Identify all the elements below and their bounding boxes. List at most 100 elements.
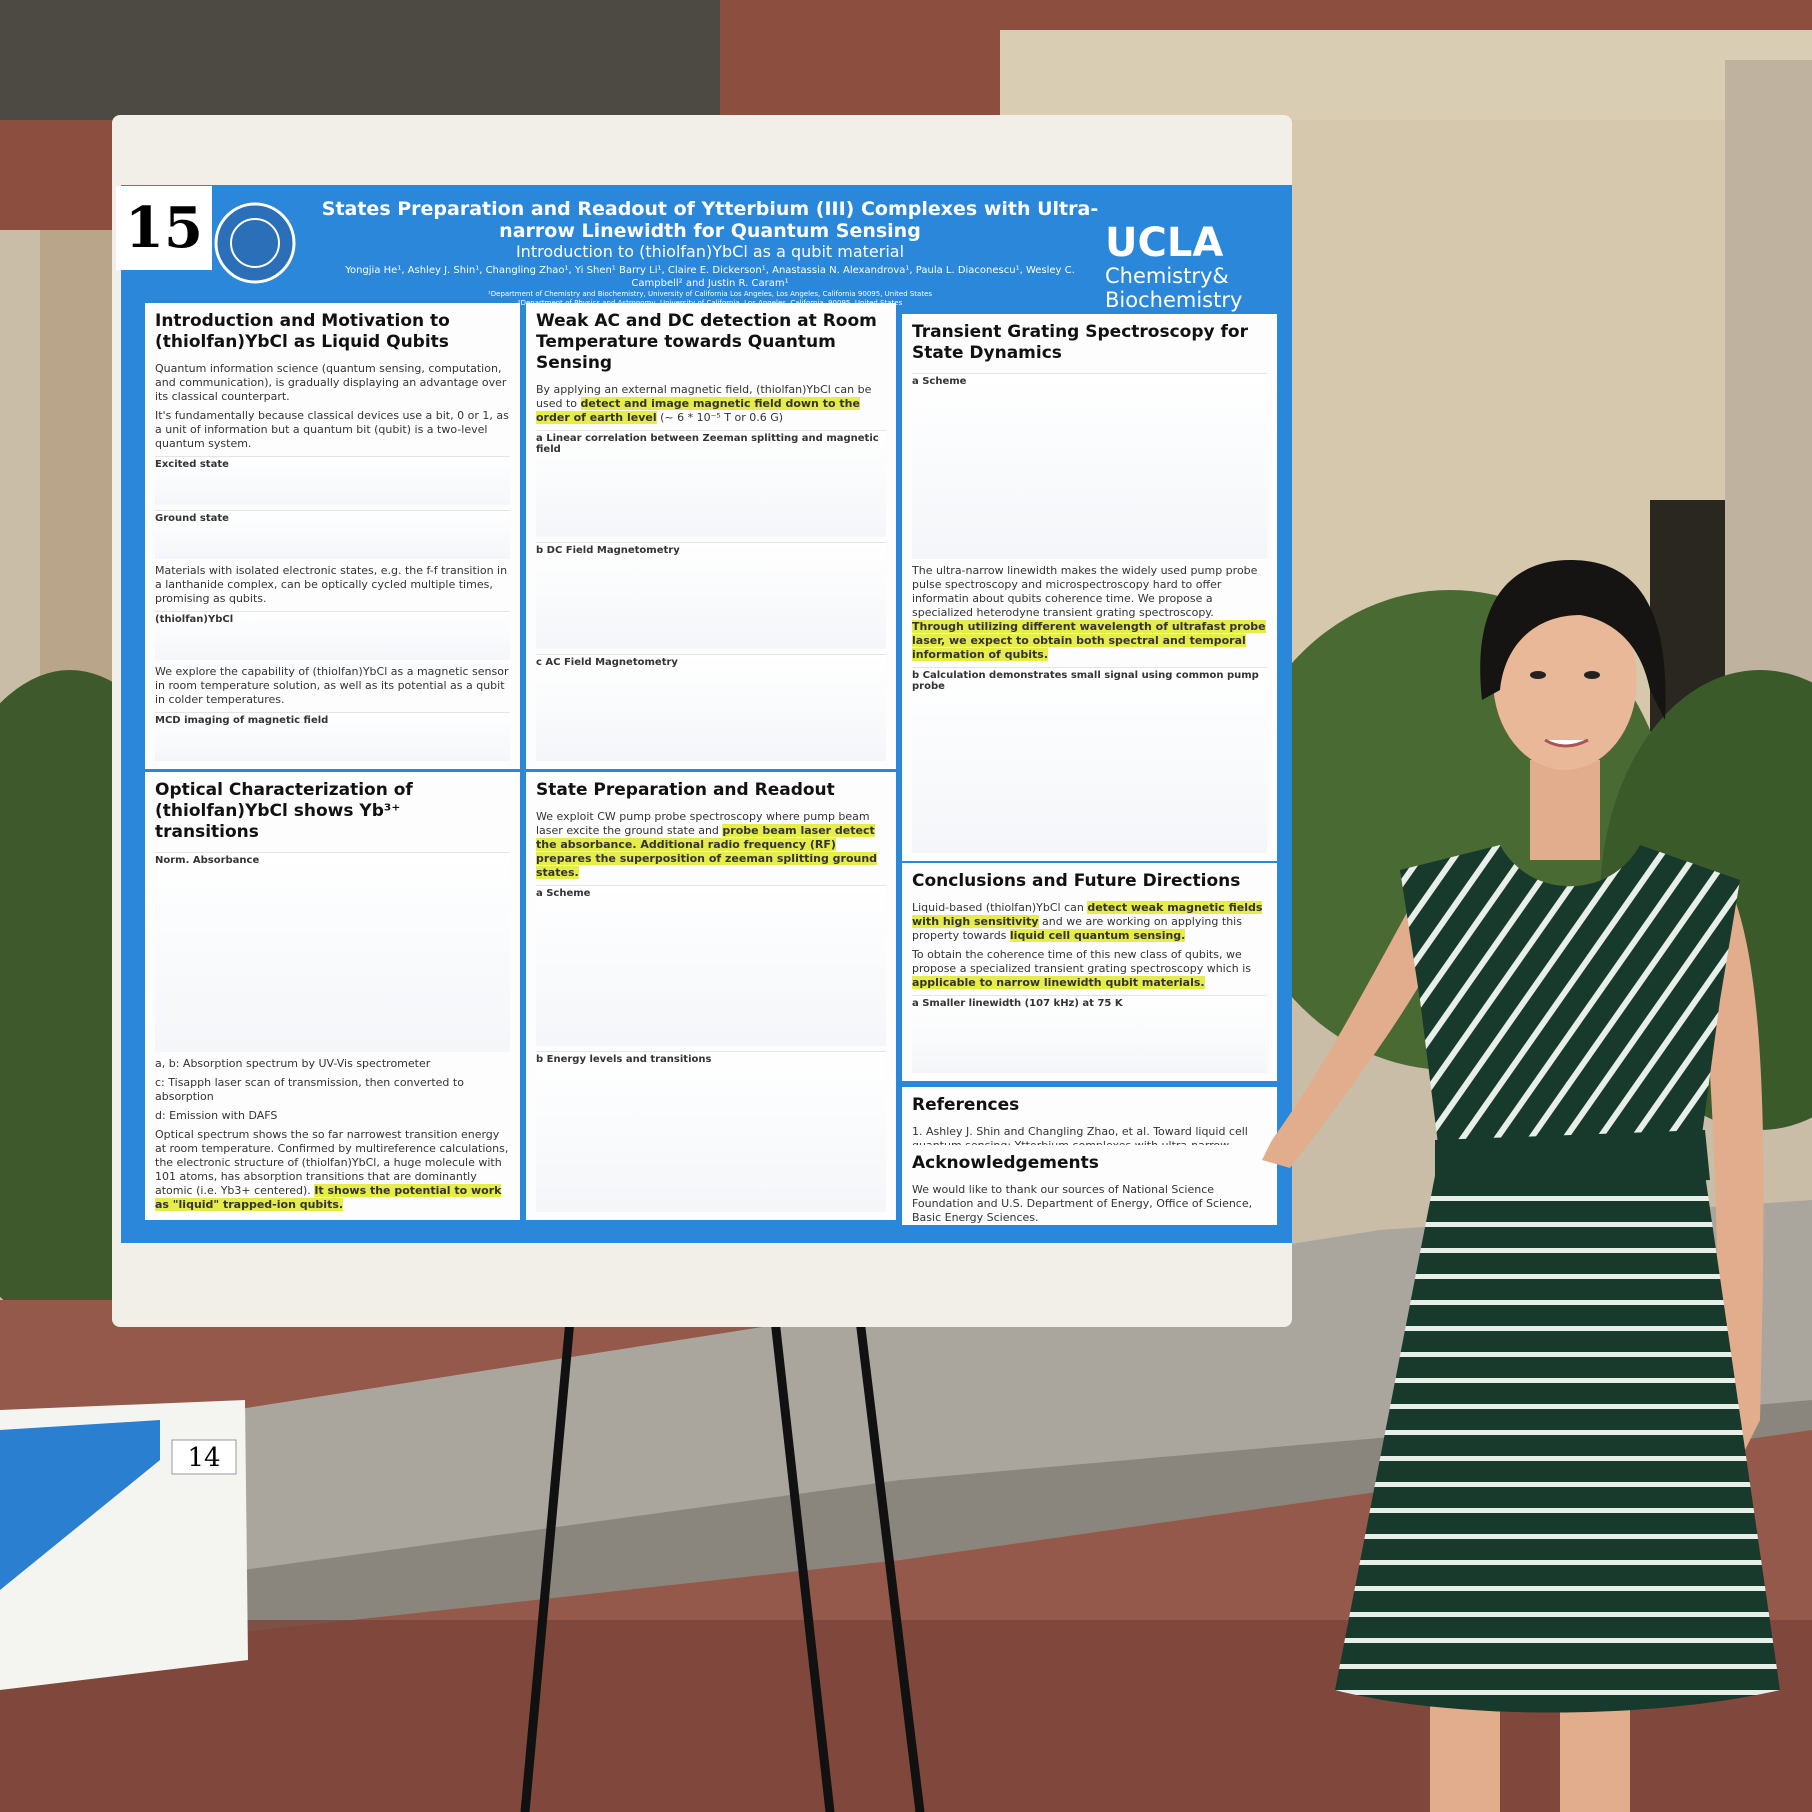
seal-ring (214, 202, 296, 284)
paragraph: d: Emission with DAFS (155, 1109, 510, 1123)
text-run: Liquid-based (thiolfan)YbCl can (912, 901, 1088, 914)
concrete-ledge (170, 1200, 1812, 1620)
figure: a Linear correlation between Zeeman spli… (536, 430, 886, 537)
poster-title: States Preparation and Readout of Ytterb… (321, 198, 1099, 242)
poster-section: Optical Characterization of (thiolfan)Yb… (145, 772, 520, 1220)
figure-caption: c AC Field Magnetometry (536, 657, 678, 668)
figure: a Smaller linewidth (107 kHz) at 75 K (912, 995, 1267, 1073)
authors: Yongjia He¹, Ashley J. Shin¹, Changling … (345, 265, 1075, 289)
section-heading: References (912, 1095, 1020, 1115)
figure-caption: (thiolfan)YbCl (155, 614, 234, 625)
mouth (1544, 738, 1589, 748)
neighbor-number: 14 (187, 1443, 220, 1473)
neighbor-number-card (171, 1439, 237, 1475)
poster-section: Weak AC and DC detection at Room Tempera… (526, 303, 896, 769)
paragraph: It's fundamentally because classical dev… (155, 409, 510, 451)
text-run: a, b: Absorption spectrum by UV-Vis spec… (155, 1057, 431, 1070)
text-run: (~ 6 * 10⁻⁵ T or 0.6 G) (656, 411, 784, 424)
figure-caption: a Scheme (536, 888, 591, 899)
figure-caption: b Calculation demonstrates small signal … (912, 670, 1259, 692)
paragraph: The ultra-narrow linewidth makes the wid… (912, 564, 1267, 662)
paragraph: To obtain the coherence time of this new… (912, 948, 1267, 990)
seal-inner (230, 218, 280, 268)
highlighted-text: liquid cell quantum sensing. (1009, 929, 1186, 942)
figure-caption: MCD imaging of magnetic field (155, 715, 329, 726)
arm (1262, 880, 1450, 1168)
section-heading: State Preparation and Readout (536, 780, 835, 800)
section-heading: Weak AC and DC detection at Room Tempera… (536, 311, 877, 373)
easel-leg (855, 1315, 925, 1812)
figure-caption: a Linear correlation between Zeeman spli… (536, 433, 879, 455)
neck (1530, 760, 1600, 860)
figure: Excited state (155, 456, 510, 505)
figure: MCD imaging of magnetic field (155, 712, 510, 761)
figure-caption: b Energy levels and transitions (536, 1054, 712, 1065)
poster-section: References 1. Ashley J. Shin and Changlin… (902, 1087, 1277, 1145)
easel-leg (770, 1315, 835, 1812)
text-run: d: Emission with DAFS (155, 1109, 278, 1122)
figure: b DC Field Magnetometry (536, 542, 886, 649)
seal (214, 202, 296, 284)
hair (1480, 560, 1666, 720)
text-run: We explore the capability of (thiolfan)Y… (155, 665, 509, 706)
figure: Ground state (155, 510, 510, 559)
figure: (thiolfan)YbCl (155, 611, 510, 660)
section-heading: Acknowledgements (912, 1153, 1099, 1173)
section-heading: Conclusions and Future Directions (912, 871, 1241, 891)
text-run: and we are working on applying this prop… (912, 915, 1242, 942)
paragraph: Liquid-based (thiolfan)YbCl can detect w… (912, 901, 1267, 943)
section-heading: Transient Grating Spectroscopy for State… (912, 322, 1248, 363)
text-run: To obtain the coherence time of this new… (912, 948, 1252, 975)
highlighted-text: applicable to narrow linewidth qubit mat… (912, 976, 1205, 989)
text-run: We exploit CW pump probe spectroscopy wh… (536, 810, 870, 837)
affiliation: ¹Department of Chemistry and Biochemistr… (487, 290, 933, 298)
poster-section: Introduction and Motivation to (thiolfan… (145, 303, 520, 769)
easel-leg (520, 1315, 575, 1812)
figure-caption: a Scheme (912, 376, 967, 387)
text-run: We would like to thank our sources of Na… (912, 1183, 1253, 1224)
section-heading: Optical Characterization of (thiolfan)Yb… (155, 780, 413, 842)
neighbor-poster-band (0, 1420, 160, 1590)
figure: b Calculation demonstrates small signal … (912, 667, 1267, 853)
arm (1700, 900, 1764, 1470)
figure: c AC Field Magnetometry (536, 654, 886, 761)
logo-text: Chemistry& (1105, 264, 1229, 288)
section-heading: Introduction and Motivation to (thiolfan… (155, 311, 450, 352)
eye (1530, 671, 1546, 679)
dress-bodice (1400, 845, 1740, 1160)
figure-caption: Ground state (155, 513, 229, 524)
paragraph: c: Tisapph laser scan of transmission, t… (155, 1076, 510, 1104)
figure: a Scheme (912, 373, 1267, 559)
paragraph: We would like to thank our sources of Na… (912, 1183, 1267, 1225)
poster-number: 15 (116, 186, 212, 270)
logo-text: UCLA (1105, 220, 1224, 266)
eye (1584, 671, 1600, 679)
poster-subtitle: Introduction to (thiolfan)YbCl as a qubi… (515, 242, 905, 261)
text-run: Materials with isolated electronic state… (155, 564, 508, 605)
paragraph: We exploit CW pump probe spectroscopy wh… (536, 810, 886, 880)
dress-skirt (1335, 1140, 1780, 1713)
windows (0, 0, 720, 120)
face (1493, 590, 1637, 770)
poster-section: Transient Grating Spectroscopy for State… (902, 314, 1277, 861)
paragraph: a, b: Absorption spectrum by UV-Vis spec… (155, 1057, 510, 1071)
paragraph: Optical spectrum shows the so far narrow… (155, 1128, 510, 1212)
text-run: 1. Ashley J. Shin and Changling Zhao, et… (912, 1125, 1248, 1145)
easel (520, 1315, 925, 1812)
text-run: It's fundamentally because classical dev… (155, 409, 509, 450)
poster-section: Conclusions and Future Directions Liquid-… (902, 863, 1277, 1081)
figure-caption: a Smaller linewidth (107 kHz) at 75 K (912, 998, 1123, 1009)
text-run: By applying an external magnetic field, … (536, 383, 872, 410)
text-run: The ultra-narrow linewidth makes the wid… (912, 564, 1258, 619)
logo: UCLA Chemistry& Biochemistry (1105, 222, 1242, 312)
paragraph: Quantum information science (quantum sen… (155, 362, 510, 404)
paragraph: By applying an external magnetic field, … (536, 383, 886, 425)
figure: b Energy levels and transitions (536, 1051, 886, 1212)
text-run: Optical spectrum shows the so far narrow… (155, 1128, 509, 1197)
poster-section: State Preparation and Readout We exploit … (526, 772, 896, 1220)
sash (1435, 1130, 1710, 1190)
paragraph: 1. Ashley J. Shin and Changling Zhao, et… (912, 1125, 1267, 1145)
figure-caption: Norm. Absorbance (155, 855, 260, 866)
